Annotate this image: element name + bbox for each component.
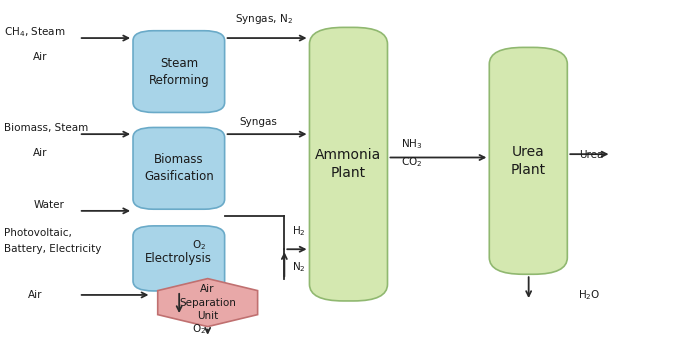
Text: Syngas: Syngas [239,118,277,127]
Text: Photovoltaic,: Photovoltaic, [4,227,72,238]
FancyBboxPatch shape [133,31,224,113]
FancyBboxPatch shape [133,226,224,291]
Text: H$_2$: H$_2$ [292,224,306,238]
Text: O$_2$: O$_2$ [192,238,206,252]
FancyBboxPatch shape [133,127,224,209]
Text: Ammonia
Plant: Ammonia Plant [316,148,381,180]
Text: O$_2$: O$_2$ [192,322,206,336]
Text: H$_2$O: H$_2$O [577,288,600,302]
FancyBboxPatch shape [490,47,567,274]
FancyBboxPatch shape [309,27,388,301]
Text: NH$_3$: NH$_3$ [401,137,422,151]
Text: Steam
Reforming: Steam Reforming [148,56,209,87]
Polygon shape [158,279,258,327]
Text: Air: Air [33,148,48,158]
Text: Air: Air [28,290,42,300]
Text: CO$_2$: CO$_2$ [401,155,422,169]
Text: Electrolysis: Electrolysis [146,252,212,265]
Text: Biomass, Steam: Biomass, Steam [4,123,88,133]
Text: CH$_4$, Steam: CH$_4$, Steam [4,25,65,39]
Text: Syngas, N$_2$: Syngas, N$_2$ [235,12,293,26]
Text: Urea: Urea [579,150,603,160]
Text: Air
Separation
Unit: Air Separation Unit [180,284,236,321]
Text: Biomass
Gasification: Biomass Gasification [144,153,214,183]
Text: Battery, Electricity: Battery, Electricity [4,244,101,254]
Text: N$_2$: N$_2$ [292,261,306,274]
Text: Water: Water [33,200,64,210]
Text: Urea
Plant: Urea Plant [511,145,546,177]
Text: Air: Air [33,52,48,63]
